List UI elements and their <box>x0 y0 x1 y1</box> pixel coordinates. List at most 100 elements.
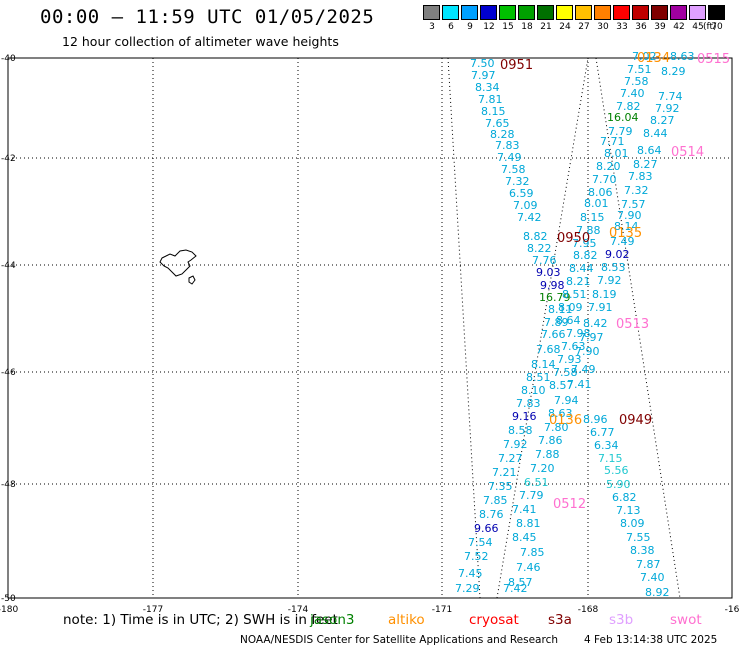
legend-swatch <box>575 5 592 20</box>
satellite-label: cryosat <box>469 612 519 628</box>
swh-value-label: 8.92 <box>645 586 670 599</box>
swh-value-label: 7.32 <box>505 175 530 188</box>
swh-value-label: 7.74 <box>658 90 683 103</box>
swh-value-label: 8.19 <box>592 288 617 301</box>
swh-value-label: 7.98 <box>566 327 591 340</box>
swh-value-label: 7.02 <box>632 50 657 63</box>
swh-value-label: 8.58 <box>508 424 533 437</box>
swh-value-label: 7.92 <box>597 274 622 287</box>
swh-value-label: 6.82 <box>612 491 637 504</box>
map-frame <box>7 57 733 599</box>
swh-value-label: 7.97 <box>471 69 496 82</box>
legend-label: 9 <box>467 22 473 32</box>
swh-value-label: 9.16 <box>512 410 537 423</box>
swh-value-label: 8.28 <box>490 128 515 141</box>
pass-time-label: 0949 <box>619 413 652 428</box>
swh-value-label: 7.49 <box>571 363 596 376</box>
swh-value-label: 8.63 <box>548 407 573 420</box>
swh-value-label: 8.27 <box>633 158 658 171</box>
swh-value-label: 8.51 <box>562 288 587 301</box>
legend-label: 18 <box>521 22 533 32</box>
legend-label: 36 <box>635 22 647 32</box>
legend-label: 30 <box>597 22 609 32</box>
swh-value-label: 8.45 <box>512 531 537 544</box>
swh-value-label: 7.58 <box>553 366 578 379</box>
swh-value-label: 8.82 <box>523 230 548 243</box>
legend-swatch <box>651 5 668 20</box>
swh-value-label: 7.83 <box>516 397 541 410</box>
swh-value-label: 8.57 <box>508 576 533 589</box>
swh-value-label: 7.52 <box>464 550 489 563</box>
legend-label: 45 <box>692 22 704 32</box>
swh-value-label: 8.01 <box>604 147 629 160</box>
generated-timestamp: 4 Feb 13:14:38 UTC 2025 <box>584 634 718 646</box>
satellite-label: jason3 <box>310 612 355 628</box>
swh-value-label: 7.92 <box>655 102 680 115</box>
swh-value-label: 8.64 <box>556 314 581 327</box>
legend-label: 15 <box>502 22 514 32</box>
y-axis-tick-label: -44 <box>1 261 16 271</box>
legend-label: 6 <box>448 22 454 32</box>
legend-label: 27 <box>578 22 590 32</box>
legend-swatch <box>480 5 497 20</box>
swh-value-label: 7.27 <box>498 452 523 465</box>
x-axis-tick-label: -180 <box>0 605 18 615</box>
swh-value-label: 7.91 <box>588 301 613 314</box>
swh-value-label: 7.76 <box>532 254 557 267</box>
swh-value-label: 7.35 <box>488 480 513 493</box>
legend-swatch <box>461 5 478 20</box>
swh-value-label: 8.64 <box>637 144 662 157</box>
swh-value-label: 8.42 <box>583 317 608 330</box>
swh-value-label: 9.02 <box>605 248 630 261</box>
legend-label: 12 <box>483 22 495 32</box>
swh-value-label: 7.63 <box>561 340 586 353</box>
footer-note: note: 1) Time is in UTC; 2) SWH is in fe… <box>63 612 338 628</box>
legend-swatch <box>537 5 554 20</box>
swh-value-label: 8.53 <box>601 261 626 274</box>
legend-swatch <box>613 5 630 20</box>
legend-swatch <box>556 5 573 20</box>
x-axis-tick-label: -16 <box>725 605 740 615</box>
legend-swatch <box>518 5 535 20</box>
y-axis-tick-label: -46 <box>1 368 16 378</box>
pass-time-label: 0514 <box>671 145 704 160</box>
legend-swatch <box>442 5 459 20</box>
swh-value-label: 8.96 <box>583 413 608 426</box>
swh-value-label: 7.15 <box>598 452 623 465</box>
swh-value-label: 7.45 <box>458 567 483 580</box>
legend-label: 42 <box>673 22 685 32</box>
swh-value-label: 7.79 <box>519 489 544 502</box>
satellite-label: altiko <box>388 612 425 628</box>
swh-value-label: 5.56 <box>604 464 629 477</box>
pass-time-label: 0513 <box>616 317 649 332</box>
y-axis-tick-label: -40 <box>1 54 16 64</box>
pass-time-label: 0950 <box>557 231 590 246</box>
swh-value-label: 7.95 <box>572 237 597 250</box>
swh-value-label: 8.21 <box>566 275 591 288</box>
swh-value-label: 7.88 <box>576 224 601 237</box>
swh-value-label: 8.01 <box>584 197 609 210</box>
page-title: 00:00 — 11:59 UTC 01/05/2025 <box>40 6 375 28</box>
swh-value-label: 7.79 <box>608 125 633 138</box>
swh-value-label: 8.15 <box>481 105 506 118</box>
swh-value-label: 8.81 <box>516 517 541 530</box>
legend-label: 70 <box>711 22 723 32</box>
x-axis-tick-label: -171 <box>432 605 452 615</box>
swh-value-label: 7.94 <box>554 394 579 407</box>
swh-value-label: 8.44 <box>569 262 594 275</box>
swh-value-label: 7.13 <box>616 504 641 517</box>
pass-time-label: 0135 <box>609 226 642 241</box>
legend-label: 33 <box>616 22 628 32</box>
island-outline <box>159 249 197 277</box>
swh-value-label: 7.09 <box>513 199 538 212</box>
swh-value-label: 7.90 <box>617 209 642 222</box>
swh-value-label: 8.29 <box>661 65 686 78</box>
swh-value-label: 7.49 <box>497 151 522 164</box>
swh-value-label: 7.58 <box>624 75 649 88</box>
swh-value-label: 7.54 <box>468 536 493 549</box>
legend-label: 39 <box>654 22 666 32</box>
swh-value-label: 7.41 <box>512 503 537 516</box>
swh-value-label: 7.42 <box>503 582 528 595</box>
legend-label: 21 <box>540 22 552 32</box>
swh-value-label: 7.57 <box>621 198 646 211</box>
